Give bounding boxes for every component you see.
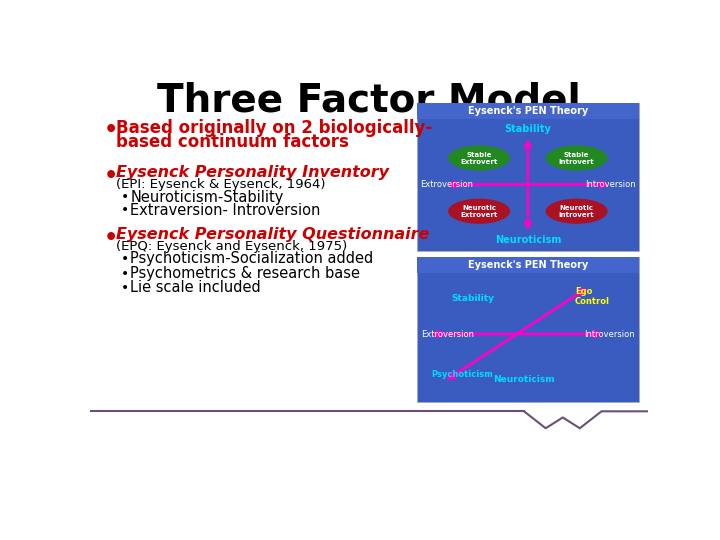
Text: based continuum factors: based continuum factors (117, 132, 349, 151)
Text: Ego
Control: Ego Control (575, 287, 610, 307)
Text: Stability: Stability (505, 124, 552, 134)
Ellipse shape (546, 145, 608, 171)
Ellipse shape (448, 199, 510, 224)
Text: Stable
introvert: Stable introvert (559, 152, 595, 165)
Text: •: • (121, 267, 130, 281)
Text: Neuroticism: Neuroticism (495, 235, 561, 245)
Bar (417, 257, 639, 402)
Text: Three Factor Model: Three Factor Model (157, 82, 581, 120)
Text: Neurotic
introvert: Neurotic introvert (559, 205, 595, 218)
Text: •: • (121, 190, 130, 204)
Text: Introversion: Introversion (584, 329, 635, 339)
Text: Eysenck's PEN Theory: Eysenck's PEN Theory (468, 106, 588, 116)
Ellipse shape (448, 145, 510, 171)
Text: Psychometrics & research base: Psychometrics & research base (130, 266, 360, 281)
Text: Extraversion- Introversion: Extraversion- Introversion (130, 202, 320, 218)
Text: Stability: Stability (451, 294, 495, 303)
Text: Eysenck's PEN Theory: Eysenck's PEN Theory (468, 260, 588, 270)
Bar (417, 103, 639, 251)
Text: Introversion: Introversion (585, 180, 636, 189)
Text: •: • (121, 204, 130, 218)
Text: Extroversion: Extroversion (420, 180, 473, 189)
Text: •: • (121, 252, 130, 266)
Text: Eysenck Personality Inventory: Eysenck Personality Inventory (117, 165, 390, 180)
Text: Neurotic
Extrovert: Neurotic Extrovert (460, 205, 498, 218)
Text: Lie scale included: Lie scale included (130, 280, 261, 295)
Text: Neuroticism-Stability: Neuroticism-Stability (130, 190, 284, 205)
Text: Eysenck Personality Questionnaire: Eysenck Personality Questionnaire (117, 226, 430, 241)
Text: Extroversion: Extroversion (421, 329, 474, 339)
Text: Based originally on 2 biologically-: Based originally on 2 biologically- (117, 119, 433, 137)
Text: •: • (104, 228, 118, 248)
Bar (417, 257, 639, 273)
Bar (417, 103, 639, 119)
Text: (EPI: Eysenck & Eysenck, 1964): (EPI: Eysenck & Eysenck, 1964) (117, 178, 326, 191)
Text: Stable
Extrovert: Stable Extrovert (460, 152, 498, 165)
Ellipse shape (546, 199, 608, 224)
Text: •: • (104, 166, 118, 186)
Text: Neuroticism: Neuroticism (493, 375, 555, 383)
Text: Psychoticism-Socialization added: Psychoticism-Socialization added (130, 251, 374, 266)
Text: Psychoticism: Psychoticism (432, 370, 493, 379)
Text: (EPQ: Eysenck and Eysenck, 1975): (EPQ: Eysenck and Eysenck, 1975) (117, 240, 348, 253)
Text: •: • (104, 120, 118, 140)
Text: •: • (121, 281, 130, 295)
